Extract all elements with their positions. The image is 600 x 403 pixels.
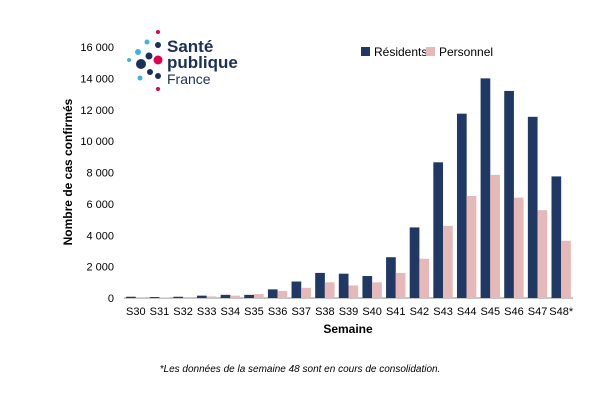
- x-tick-label: S35: [244, 306, 264, 318]
- bar-residents: [527, 116, 538, 298]
- bar-personnel: [537, 210, 548, 298]
- x-tick-label: S47: [528, 306, 548, 318]
- x-tick-label: S48*: [549, 306, 574, 318]
- x-tick-label: S43: [433, 306, 453, 318]
- x-axis-title: Semaine: [323, 322, 373, 336]
- bar-residents: [267, 289, 278, 298]
- x-tick-label: S30: [126, 306, 146, 318]
- y-tick-label: 6 000: [86, 199, 114, 211]
- bar-residents: [409, 227, 420, 298]
- x-tick-label: S42: [410, 306, 430, 318]
- x-tick-label: S45: [481, 306, 501, 318]
- y-tick-label: 14 000: [80, 73, 114, 85]
- bar-personnel: [561, 240, 571, 298]
- bar-personnel: [348, 285, 359, 298]
- x-tick-label: S41: [386, 306, 406, 318]
- x-axis-ticks: S30 S31 S32 S33 S34 S35 S36 S37 S38 S39 S40 S41 S42 S…: [126, 306, 574, 318]
- bar-personnel: [513, 197, 524, 298]
- x-tick-label: S33: [197, 306, 217, 318]
- x-tick-label: S39: [339, 306, 359, 318]
- y-tick-label: 16 000: [80, 42, 114, 54]
- logo-line2: publique: [167, 53, 238, 72]
- bar-personnel: [253, 294, 264, 298]
- footnote: *Les données de la semaine 48 sont en co…: [159, 364, 441, 375]
- bar-personnel: [490, 174, 500, 298]
- bar-personnel: [206, 296, 217, 298]
- bar-personnel: [443, 225, 453, 298]
- bar-personnel: [183, 297, 193, 298]
- x-tick-label: S46: [504, 306, 524, 318]
- bar-personnel: [230, 295, 241, 298]
- bars: [126, 78, 571, 299]
- logo-line3: France: [167, 71, 211, 87]
- bar-personnel: [419, 258, 430, 298]
- bar-residents: [244, 294, 254, 298]
- bar-residents: [433, 162, 444, 298]
- x-tick-label: S37: [291, 306, 311, 318]
- x-tick-label: S32: [173, 306, 193, 318]
- x-tick-label: S38: [315, 306, 335, 318]
- bar-personnel: [395, 272, 406, 298]
- bar-personnel: [159, 297, 170, 298]
- x-tick-label: S44: [457, 306, 477, 318]
- logo-dots-icon: [127, 30, 163, 91]
- bar-residents: [456, 113, 467, 298]
- bar-residents: [173, 296, 184, 298]
- y-tick-label: 12 000: [80, 105, 114, 117]
- logo-line1: Santé: [167, 37, 213, 56]
- bar-residents: [220, 294, 231, 298]
- bar-personnel: [277, 290, 288, 298]
- x-tick-label: S31: [150, 306, 170, 318]
- bar-residents: [504, 90, 514, 299]
- bar-personnel: [135, 297, 146, 298]
- y-tick-label: 10 000: [80, 136, 114, 148]
- y-tick-label: 4 000: [86, 230, 114, 242]
- bar-residents: [315, 272, 325, 298]
- legend-label: Résidents: [374, 45, 427, 59]
- bar-residents: [197, 295, 207, 298]
- bar-personnel: [324, 282, 335, 298]
- bar-residents: [291, 281, 302, 298]
- bar-residents: [149, 297, 160, 298]
- y-axis-title: Nombre de cas confirmés: [61, 98, 75, 245]
- bar-residents: [126, 296, 136, 298]
- x-tick-label: S40: [362, 306, 382, 318]
- bar-residents: [338, 273, 349, 298]
- legend-swatch: [361, 47, 370, 56]
- legend: Résidents Personnel: [361, 45, 493, 59]
- bar-residents: [480, 78, 491, 299]
- y-axis-ticks: 0 2 000 4 000 6 000 8 000 10 000 12 000 14 000 1…: [80, 42, 114, 305]
- logo: Santé publique France: [127, 30, 238, 91]
- bar-residents: [362, 276, 373, 298]
- y-tick-label: 2 000: [86, 262, 114, 274]
- bar-personnel: [466, 196, 477, 298]
- x-tick-label: S34: [221, 306, 241, 318]
- bar-residents: [386, 257, 396, 298]
- bar-residents: [551, 176, 562, 298]
- x-tick-label: S36: [268, 306, 288, 318]
- y-tick-label: 0: [108, 293, 114, 305]
- legend-swatch: [426, 47, 435, 56]
- legend-label: Personnel: [439, 45, 493, 59]
- bar-personnel: [372, 282, 382, 298]
- y-tick-label: 8 000: [86, 168, 114, 180]
- bar-personnel: [301, 287, 311, 298]
